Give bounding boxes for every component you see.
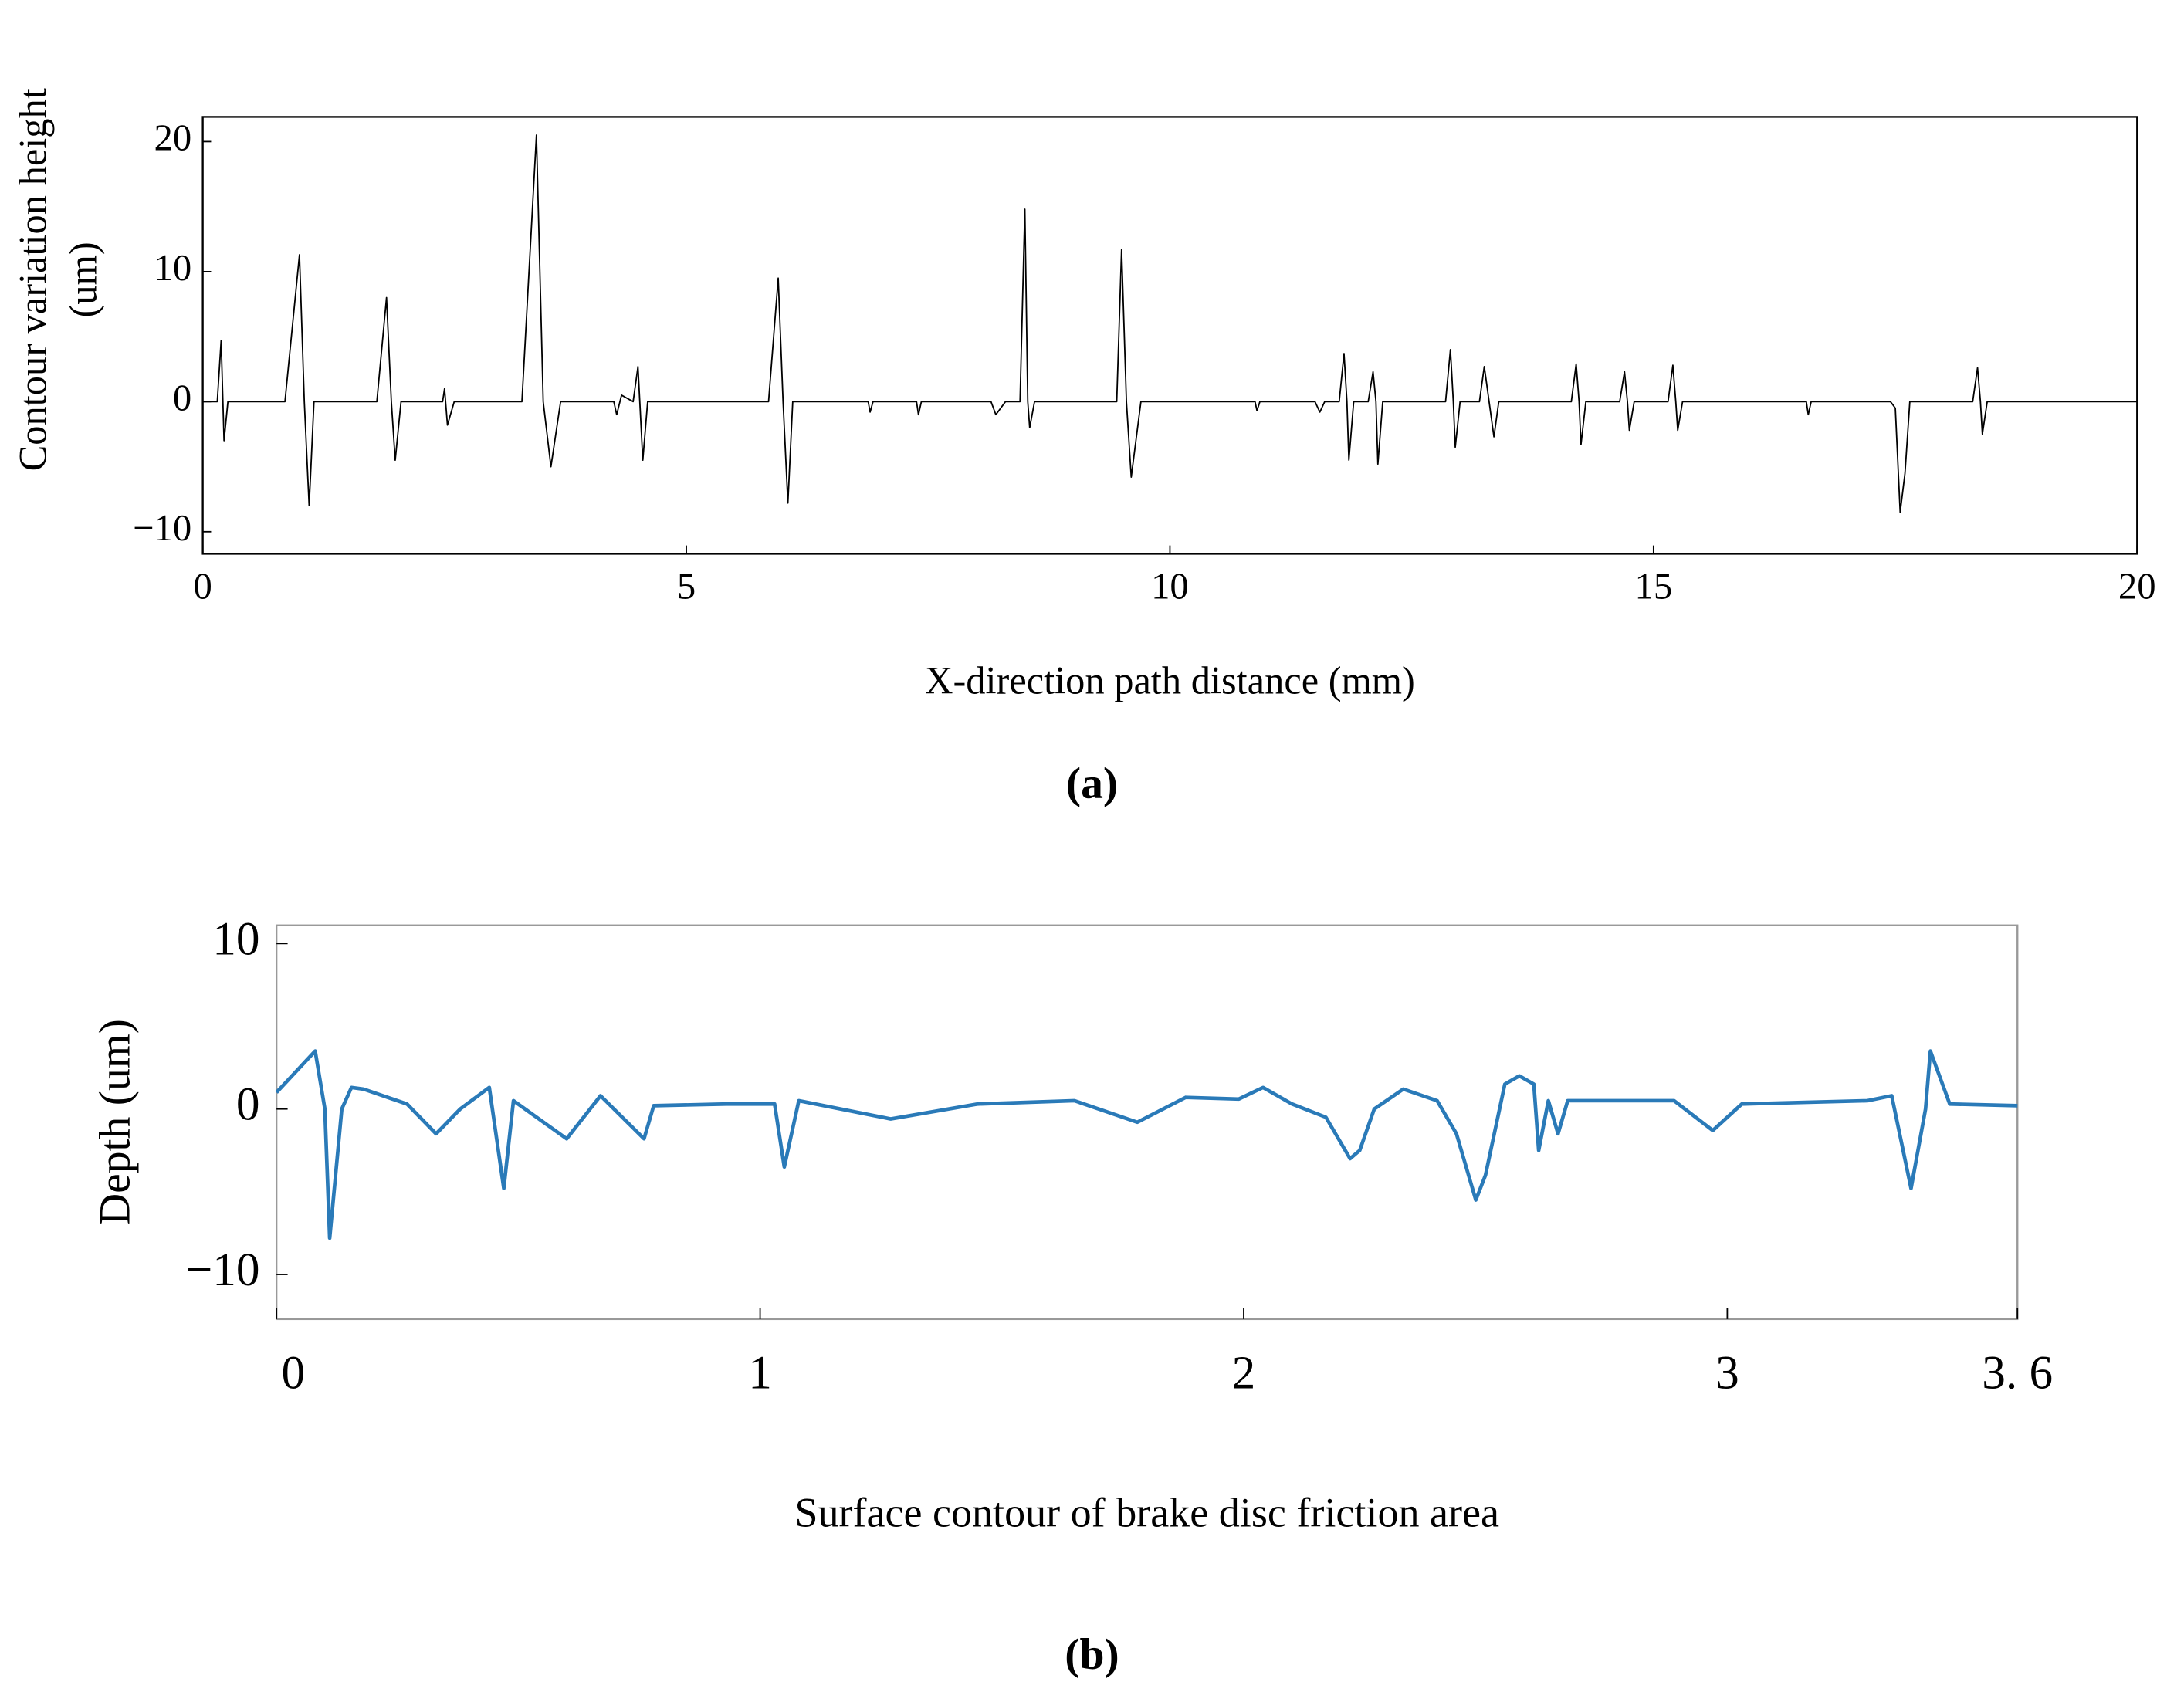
- x-axis-label: Surface contour of brake disc friction a…: [794, 1489, 1499, 1535]
- x-tick-label: 10: [1151, 565, 1189, 607]
- y-tick-label: 0: [236, 1078, 260, 1131]
- x-tick-label: 2: [1232, 1347, 1256, 1399]
- panel-label: (b): [1065, 1630, 1119, 1679]
- x-tick-label: 1: [748, 1347, 772, 1399]
- y-tick-label: 0: [173, 377, 191, 419]
- x-tick-label: 5: [677, 565, 696, 607]
- data-line: [202, 134, 2138, 513]
- plot-frame: [201, 116, 2138, 555]
- panel-label: (a): [1066, 760, 1118, 808]
- y-axis-label: Depth (um): [91, 1019, 140, 1225]
- x-tick-label: 3. 6: [1982, 1347, 2053, 1399]
- x-axis-label: X-direction path distance (mm): [925, 658, 1415, 702]
- x-tick-label: 20: [2118, 565, 2156, 607]
- data-line: [275, 1049, 2018, 1240]
- x-tick-label: 0: [193, 565, 212, 607]
- x-tick-label: 15: [1635, 565, 1673, 607]
- y-tick-label: −10: [133, 507, 191, 549]
- y-tick-label: 10: [154, 247, 192, 289]
- y-tick-label: 20: [154, 117, 192, 159]
- y-tick-label: −10: [186, 1244, 260, 1296]
- x-tick-label: 3: [1715, 1347, 1739, 1399]
- x-tick-label: 0: [281, 1347, 305, 1399]
- y-tick-label: 10: [212, 912, 259, 965]
- plot-frame: [275, 924, 2019, 1321]
- y-axis-label: Contour variation height: [12, 88, 55, 471]
- y-axis-label: (um): [62, 242, 105, 317]
